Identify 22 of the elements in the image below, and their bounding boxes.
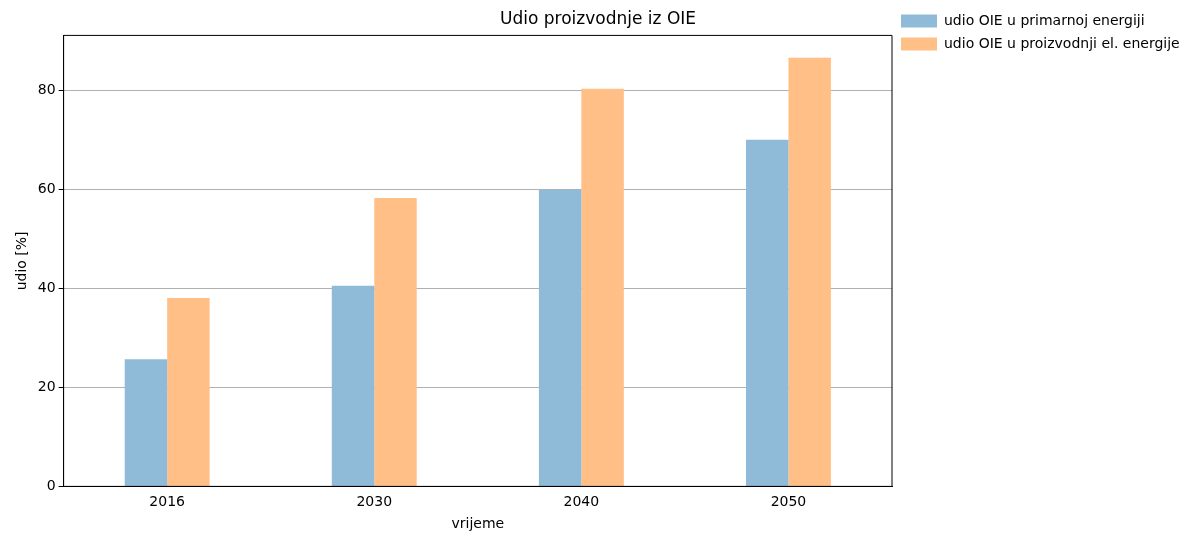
bar	[746, 139, 789, 486]
y-tick-label: 0	[46, 477, 56, 494]
bar	[581, 88, 624, 486]
bar	[538, 189, 582, 486]
x-tick-label: 2040	[563, 493, 600, 510]
y-tick-label: 40	[37, 279, 56, 296]
bar	[124, 359, 168, 486]
bar	[167, 297, 210, 486]
y-tick-label: 20	[37, 378, 56, 395]
bar	[788, 57, 831, 486]
x-tick-label: 2030	[356, 493, 393, 510]
bar	[374, 198, 417, 486]
legend-label: udio OIE u proizvodnji el. energije	[944, 34, 1180, 51]
y-tick-label: 60	[37, 180, 56, 197]
x-tick-label: 2016	[149, 493, 186, 510]
chart-title: Udio proizvodnje iz OIE	[499, 7, 697, 28]
legend-label: udio OIE u primarnoj energiji	[944, 11, 1145, 28]
x-axis-title: vrijeme	[451, 515, 505, 532]
x-tick-label: 2050	[770, 493, 807, 510]
bar	[331, 285, 375, 486]
y-axis-title: udio [%]	[13, 231, 30, 291]
y-tick-label: 80	[37, 81, 56, 98]
